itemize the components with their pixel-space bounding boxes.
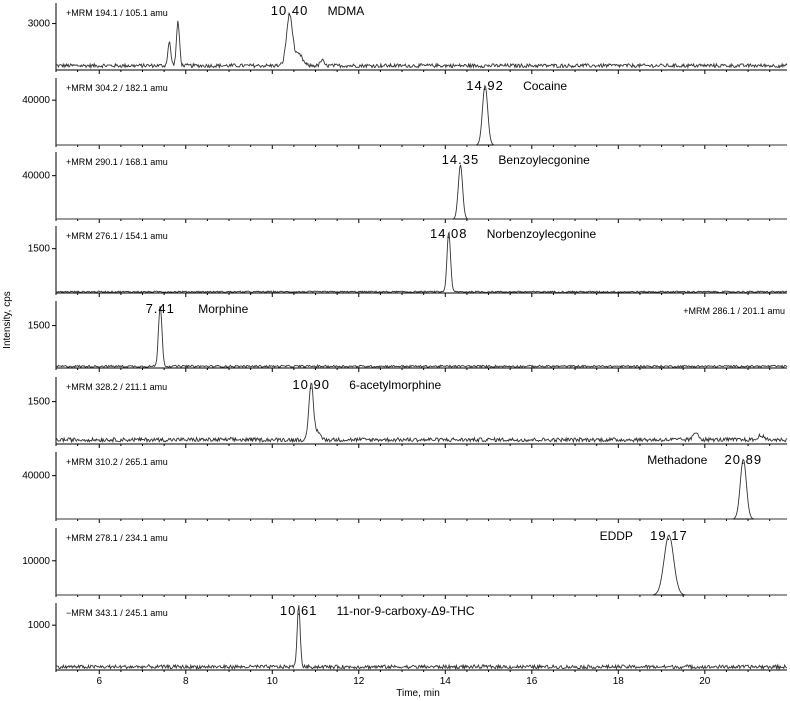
panel-4-mrm-label: +MRM 276.1 / 154.1 amu xyxy=(66,231,168,241)
panel-7-trace xyxy=(56,458,787,520)
x-tick-label: 10 xyxy=(267,676,279,687)
panel-4-trace xyxy=(55,231,788,294)
panel-3-mrm-label: +MRM 290.1 / 168.1 amu xyxy=(66,157,168,167)
panel-9-mrm-label: −MRM 343.1 / 245.1 amu xyxy=(66,608,168,618)
panel-6-retention-time: 10.90 xyxy=(292,377,330,392)
y-axis-label: Intensity, cps xyxy=(2,291,13,349)
panel-5-compound-name: Morphine xyxy=(198,302,248,316)
panel-5-trace xyxy=(55,305,788,369)
panel-2-retention-time: 14.92 xyxy=(466,78,504,93)
panel-8-trace xyxy=(56,534,787,596)
x-tick-label: 18 xyxy=(613,676,625,687)
panel-7-mrm-label: +MRM 310.2 / 265.1 amu xyxy=(66,457,168,467)
panel-2-trace xyxy=(56,84,787,146)
panel-9-retention-time: 10.61 xyxy=(280,603,318,618)
x-tick-label: 20 xyxy=(699,676,711,687)
panel-6-compound-name: 6-acetylmorphine xyxy=(349,378,441,392)
panel-8-y-tick-label: 10000 xyxy=(22,556,50,567)
x-tick-label: 6 xyxy=(96,676,102,687)
panel-4-y-tick-label: 1500 xyxy=(28,244,51,255)
x-tick-label: 8 xyxy=(183,676,189,687)
panel-3-retention-time: 14.35 xyxy=(442,152,480,167)
panel-1-compound-name: MDMA xyxy=(328,4,365,18)
panel-8-retention-time: 19.17 xyxy=(650,528,688,543)
x-axis-label: Time, min xyxy=(396,688,440,699)
panel-7-compound-name: Methadone xyxy=(647,453,707,467)
panel-3-trace xyxy=(56,164,787,220)
panel-9-y-tick-label: 1000 xyxy=(28,620,51,631)
panel-7-y-tick-label: 40000 xyxy=(22,471,50,482)
panel-6-mrm-label: +MRM 328.2 / 211.1 amu xyxy=(66,382,167,392)
panel-7-retention-time: 20.89 xyxy=(725,452,763,467)
x-tick-label: 12 xyxy=(353,676,365,687)
x-tick-label: 14 xyxy=(440,676,452,687)
panel-6-trace xyxy=(55,382,788,444)
panel-1-y-tick-label: 3000 xyxy=(28,19,51,30)
panel-2-compound-name: Cocaine xyxy=(523,79,567,93)
panel-5-y-tick-label: 1500 xyxy=(28,321,51,332)
panel-5-mrm-label: +MRM 286.1 / 201.1 amu xyxy=(683,306,785,316)
panel-8-compound-name: EDDP xyxy=(600,529,633,543)
panel-9-trace xyxy=(55,605,788,671)
panel-6-y-tick-label: 1500 xyxy=(28,397,51,408)
panel-4-retention-time: 14.08 xyxy=(430,226,468,241)
panel-3-y-tick-label: 40000 xyxy=(22,171,50,182)
panel-5-retention-time: 7.41 xyxy=(146,301,175,316)
panel-2-y-tick-label: 40000 xyxy=(22,95,50,106)
panel-8-mrm-label: +MRM 278.1 / 234.1 amu xyxy=(66,533,168,543)
panel-9-compound-name: 11-nor-9-carboxy-Δ9-THC xyxy=(337,604,475,618)
x-tick-label: 16 xyxy=(526,676,538,687)
panel-1-retention-time: 10.40 xyxy=(271,3,309,18)
panel-4-compound-name: Norbenzoylecgonine xyxy=(487,227,597,241)
panel-2-mrm-label: +MRM 304.2 / 182.1 amu xyxy=(66,83,168,93)
panel-3-compound-name: Benzoylecgonine xyxy=(498,153,590,167)
panel-1-mrm-label: +MRM 194.1 / 105.1 amu xyxy=(66,8,168,18)
panel-1-trace xyxy=(55,11,788,70)
